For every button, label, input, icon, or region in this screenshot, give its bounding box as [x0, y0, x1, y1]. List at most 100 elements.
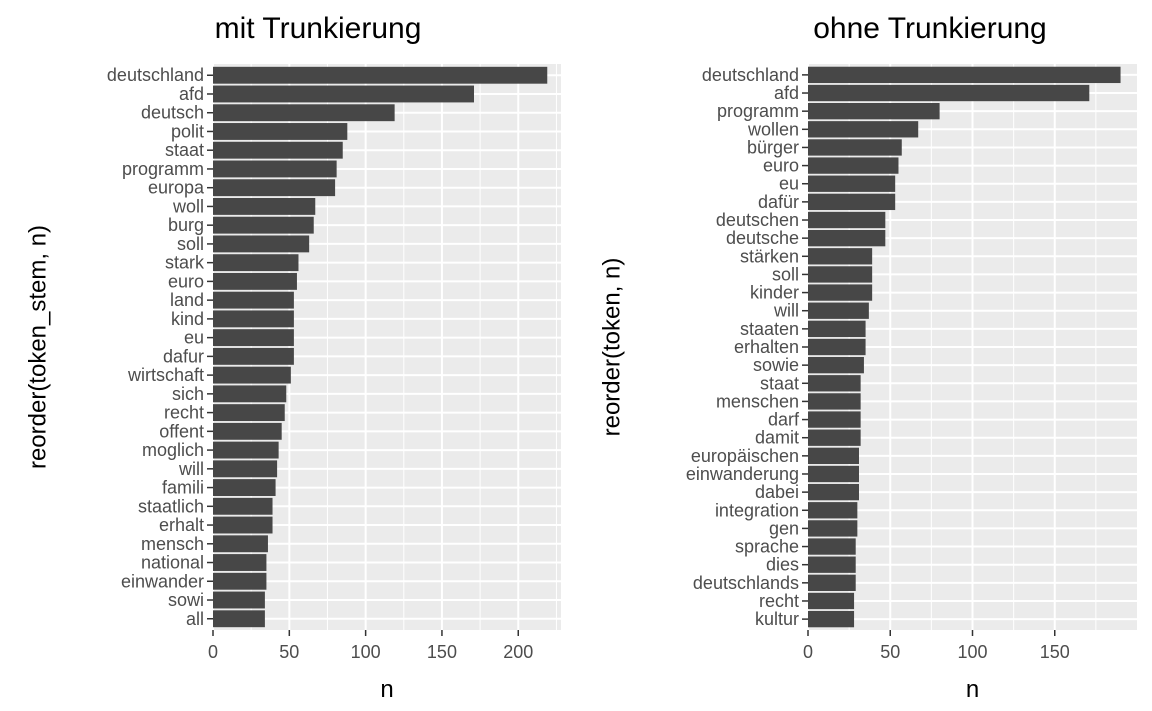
bar-menschen: [808, 393, 861, 410]
bar-euro: [808, 157, 899, 174]
x-tick-label: 150: [427, 642, 457, 662]
y-tick-label: integration: [715, 500, 799, 520]
y-tick-label: wollen: [747, 119, 799, 139]
y-tick-label: famili: [162, 478, 204, 498]
y-tick-label: bürger: [747, 137, 799, 157]
x-tick-label: 50: [279, 642, 299, 662]
bar-recht: [808, 592, 855, 610]
y-tick-label: gen: [769, 518, 799, 538]
x-tick-label: 150: [1040, 642, 1070, 662]
bar-national: [213, 554, 267, 571]
bar-land: [213, 291, 294, 309]
y-tick-label: sprache: [735, 537, 799, 557]
y-tick-label: burg: [168, 215, 204, 235]
y-tick-label: erhalten: [734, 337, 799, 357]
bar-stark: [213, 254, 299, 272]
y-tick-label: offent: [159, 421, 204, 441]
x-tick-label: 50: [880, 642, 900, 662]
bar-damit: [808, 429, 861, 446]
y-tick-label: europäischen: [691, 446, 799, 466]
x-axis-label: n: [380, 676, 393, 703]
bar-gen: [808, 520, 858, 537]
chart-title: ohne Trunkierung: [813, 12, 1047, 45]
y-tick-label: programm: [717, 101, 799, 121]
bar-recht: [213, 404, 285, 422]
bar-soll: [213, 235, 310, 253]
bar-euro: [213, 272, 297, 290]
bar-sowi: [213, 591, 265, 609]
y-tick-label: einwander: [121, 571, 204, 591]
y-tick-label: mensch: [141, 534, 204, 554]
y-tick-label: will: [773, 301, 799, 321]
bar-staaten: [808, 320, 866, 338]
y-tick-label: will: [178, 459, 204, 479]
y-tick-label: staaten: [740, 319, 799, 339]
x-tick-label: 0: [208, 642, 218, 662]
y-tick-label: afd: [179, 84, 204, 104]
y-tick-label: recht: [759, 591, 799, 611]
bar-kultur: [808, 610, 855, 628]
y-tick-label: polit: [171, 121, 204, 141]
bar-all: [213, 610, 265, 628]
bar-eu: [808, 175, 896, 192]
bar-deutsche: [808, 229, 886, 247]
y-tick-label: kinder: [750, 283, 799, 303]
bar-darf: [808, 411, 861, 428]
y-tick-label: sowi: [168, 590, 204, 610]
bar-soll: [808, 266, 873, 283]
y-tick-label: menschen: [716, 391, 799, 411]
bar-dabei: [808, 483, 859, 501]
left-panel: deutschlandafddeutschpolitstaatprogramme…: [25, 12, 561, 703]
y-tick-label: sich: [172, 384, 204, 404]
bar-will: [213, 460, 278, 478]
y-tick-label: euro: [168, 271, 204, 291]
x-tick-label: 0: [803, 642, 813, 662]
y-tick-label: sowie: [753, 355, 799, 375]
bar-mensch: [213, 535, 268, 553]
y-tick-label: national: [141, 553, 204, 573]
y-tick-label: dafur: [163, 346, 204, 366]
bar-einwander: [213, 572, 267, 590]
bar-afd: [213, 85, 474, 103]
bar-staat: [808, 375, 861, 392]
y-tick-label: programm: [122, 159, 204, 179]
bar-woll: [213, 198, 316, 215]
y-tick-label: deutschen: [716, 210, 799, 230]
y-tick-label: erhalt: [159, 515, 204, 535]
y-tick-label: darf: [768, 410, 800, 430]
y-tick-label: damit: [755, 428, 799, 448]
y-tick-label: europa: [148, 178, 205, 198]
bar-deutschen: [808, 211, 886, 229]
bar-will: [808, 302, 869, 319]
bar-sowie: [808, 356, 864, 374]
bar-dafür: [808, 193, 896, 211]
y-tick-label: staatlich: [138, 496, 204, 516]
y-tick-label: staat: [165, 140, 204, 160]
bar-offent: [213, 422, 282, 440]
y-axis-label: reorder(token, n): [599, 258, 626, 437]
x-tick-label: 100: [351, 642, 381, 662]
x-tick-label: 200: [503, 642, 533, 662]
y-tick-label: dies: [766, 555, 799, 575]
y-tick-label: dafür: [758, 192, 799, 212]
y-tick-label: eu: [184, 328, 204, 348]
y-tick-label: euro: [763, 156, 799, 176]
bar-wollen: [808, 121, 919, 138]
bar-deutschland: [808, 66, 1121, 84]
y-tick-label: stärken: [740, 246, 799, 266]
y-tick-label: land: [170, 290, 204, 310]
bar-afd: [808, 84, 1090, 102]
bar-dies: [808, 556, 856, 573]
y-tick-label: eu: [779, 174, 799, 194]
y-tick-label: deutschland: [702, 65, 799, 85]
y-tick-label: wirtschaft: [127, 365, 204, 385]
y-axis-label: reorder(token_stem, n): [25, 225, 52, 469]
y-tick-label: recht: [164, 403, 204, 423]
bar-sprache: [808, 538, 856, 555]
bar-erhalt: [213, 516, 273, 534]
y-tick-label: moglich: [142, 440, 204, 460]
y-tick-label: soll: [177, 234, 204, 254]
bar-burg: [213, 216, 314, 234]
chart-title: mit Trunkierung: [215, 12, 422, 45]
